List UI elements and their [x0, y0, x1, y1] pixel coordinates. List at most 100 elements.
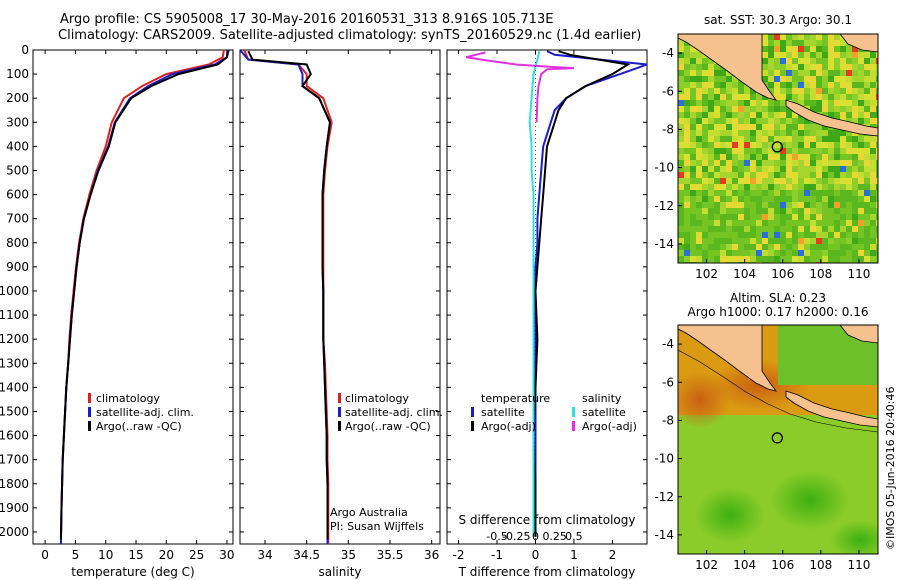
sst-cell	[774, 52, 780, 58]
sst-cell	[774, 40, 780, 46]
sst-cell	[798, 70, 804, 76]
sst-cell	[786, 178, 792, 184]
sst-cell	[840, 178, 846, 184]
sst-cell	[828, 82, 834, 88]
sst-cell	[750, 244, 756, 250]
x-tick-label: 1	[570, 548, 578, 562]
sst-cell	[744, 154, 750, 160]
sst-cell	[780, 88, 786, 94]
sst-cell	[870, 250, 876, 256]
sst-cell	[828, 112, 834, 118]
sst-cell	[822, 124, 828, 130]
sst-cell	[798, 190, 804, 196]
sst-cell	[774, 58, 780, 64]
sst-cell	[786, 88, 792, 94]
sst-cell	[816, 136, 822, 142]
sst-cell	[690, 94, 696, 100]
sst-cell	[798, 76, 804, 82]
sst-cell	[750, 94, 756, 100]
sst-cell	[678, 142, 684, 148]
sst-cell	[834, 76, 840, 82]
sst-cell	[876, 226, 878, 232]
x-tick-label: 0	[532, 548, 540, 562]
sst-cell	[684, 256, 690, 262]
sst-cell	[858, 52, 864, 58]
sst-cell	[726, 76, 732, 82]
sst-cell	[864, 166, 870, 172]
sst-cell	[750, 232, 756, 238]
sst-cell	[744, 220, 750, 226]
sst-cell	[846, 250, 852, 256]
sst-cell	[816, 202, 822, 208]
sst-cell	[726, 70, 732, 76]
sst-cell	[798, 100, 804, 106]
sst-cell	[840, 142, 846, 148]
sst-cell	[690, 118, 696, 124]
sst-cell	[702, 256, 708, 262]
sst-cell	[702, 184, 708, 190]
sst-cell	[828, 148, 834, 154]
sst-cell	[846, 226, 852, 232]
sst-cell	[810, 130, 816, 136]
sst-cell	[690, 238, 696, 244]
sst-cell	[834, 40, 840, 46]
sst-cell	[762, 256, 768, 262]
sst-cell	[690, 136, 696, 142]
sst-cell	[786, 64, 792, 70]
sst-cell	[864, 160, 870, 166]
y-tick-label: 1600	[0, 429, 29, 443]
sst-cell	[792, 34, 798, 40]
sst-cell	[744, 112, 750, 118]
sst-cell	[774, 118, 780, 124]
sst-cell	[762, 40, 768, 46]
sst-cell	[678, 124, 684, 130]
sst-cell	[834, 82, 840, 88]
sst-cell	[810, 160, 816, 166]
sst-cell	[690, 208, 696, 214]
sst-cell	[696, 154, 702, 160]
y-tick-label: 400	[6, 139, 29, 153]
sst-cell	[684, 70, 690, 76]
legend-swatch	[88, 407, 91, 417]
sst-cell	[750, 130, 756, 136]
sst-cell	[876, 238, 878, 244]
sst-cell	[678, 40, 684, 46]
sst-cell	[774, 208, 780, 214]
sst-cell	[846, 172, 852, 178]
sst-cell	[768, 148, 774, 154]
sst-cell	[684, 166, 690, 172]
sst-cell	[804, 166, 810, 172]
sst-cell	[708, 172, 714, 178]
y-tick-label: 500	[6, 163, 29, 177]
sst-cell	[702, 196, 708, 202]
sst-cell	[810, 232, 816, 238]
sst-cell	[750, 256, 756, 262]
sst-cell	[684, 190, 690, 196]
sst-cell	[780, 136, 786, 142]
sst-cell	[834, 70, 840, 76]
sst-cell	[786, 124, 792, 130]
sst-cell	[702, 166, 708, 172]
sst-cell	[678, 208, 684, 214]
sst-cell	[834, 178, 840, 184]
sst-cell	[876, 220, 878, 226]
y-tick-label: -4	[662, 46, 674, 60]
legend-swatch	[572, 407, 575, 417]
sst-cell	[744, 136, 750, 142]
sst-cell	[870, 112, 876, 118]
x-tick-label: 106	[771, 558, 794, 572]
sst-cell	[768, 40, 774, 46]
sst-cell	[738, 124, 744, 130]
sst-cell	[792, 46, 798, 52]
sst-cell	[786, 94, 792, 100]
sst-cell	[822, 136, 828, 142]
sst-cell	[786, 154, 792, 160]
sst-cell	[870, 94, 876, 100]
sst-cell	[708, 214, 714, 220]
sst-cell	[738, 256, 744, 262]
sst-cell	[774, 142, 780, 148]
sst-cell	[792, 112, 798, 118]
x-tick-label: 2	[609, 548, 617, 562]
sst-cell	[696, 82, 702, 88]
